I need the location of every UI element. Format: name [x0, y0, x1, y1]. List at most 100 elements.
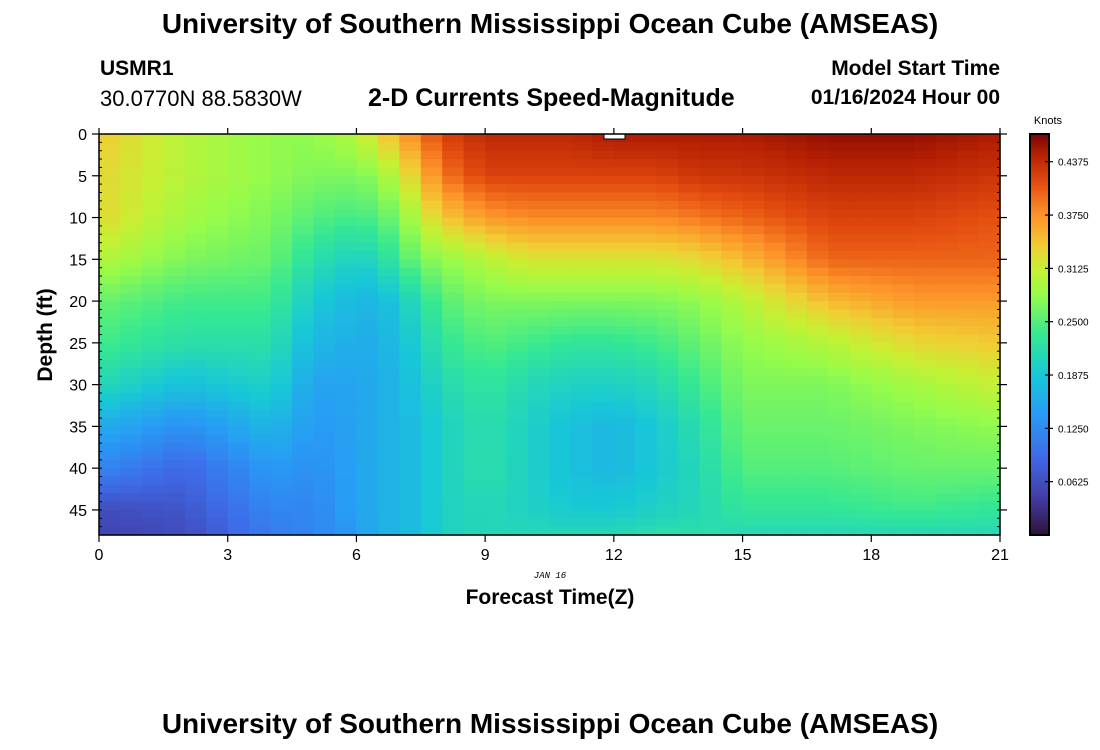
heatmap-cell — [120, 242, 143, 252]
heatmap-cell — [249, 234, 272, 244]
heatmap-cell — [678, 367, 701, 377]
heatmap-cell — [120, 317, 143, 327]
heatmap-cell — [892, 443, 915, 453]
heatmap-cell — [849, 509, 872, 519]
heatmap-cell — [914, 326, 937, 336]
heatmap-cell — [206, 134, 229, 143]
heatmap-cell — [528, 292, 551, 302]
heatmap-cell — [356, 134, 379, 143]
heatmap-cell — [806, 518, 829, 528]
heatmap-cell — [806, 284, 829, 294]
heatmap-cell — [163, 334, 186, 344]
heatmap-cell — [721, 142, 744, 152]
heatmap-cell — [656, 434, 679, 444]
heatmap-cell — [377, 392, 400, 402]
heatmap-cell — [270, 468, 293, 478]
heatmap-cell — [420, 351, 443, 361]
heatmap-cell — [249, 426, 272, 436]
heatmap-cell — [442, 217, 465, 227]
heatmap-cell — [871, 200, 894, 210]
heatmap-cell — [549, 367, 572, 377]
heatmap-cell — [764, 259, 787, 269]
heatmap-cell — [635, 150, 658, 160]
heatmap-cell — [849, 443, 872, 453]
heatmap-cell — [485, 401, 508, 411]
heatmap-cell — [227, 501, 250, 511]
heatmap-cell — [120, 351, 143, 361]
heatmap-cell — [742, 242, 765, 252]
heatmap-cell — [120, 443, 143, 453]
heatmap-cell — [184, 317, 207, 327]
heatmap-cell — [914, 184, 937, 194]
heatmap-cell — [377, 159, 400, 169]
heatmap-cell — [806, 209, 829, 219]
heatmap-cell — [570, 459, 593, 469]
heatmap-cell — [528, 234, 551, 244]
heatmap-cell — [656, 301, 679, 311]
heatmap-cell — [270, 134, 293, 143]
heatmap-cell — [592, 401, 615, 411]
heatmap-cell — [914, 192, 937, 202]
heatmap-cell — [871, 250, 894, 260]
heatmap-cell — [184, 242, 207, 252]
heatmap-cell — [206, 309, 229, 319]
heatmap-cell — [828, 426, 851, 436]
heatmap-cell — [356, 376, 379, 386]
heatmap-cell — [935, 342, 958, 352]
heatmap-cell — [635, 351, 658, 361]
heatmap-cell — [678, 418, 701, 427]
heatmap-cell — [935, 276, 958, 285]
heatmap-cell — [549, 209, 572, 219]
heatmap-cell — [613, 184, 636, 194]
heatmap-cell — [141, 443, 164, 453]
heatmap-cell — [377, 317, 400, 327]
heatmap-cell — [313, 384, 336, 394]
heatmap-cell — [163, 167, 186, 177]
heatmap-cell — [549, 159, 572, 169]
heatmap-cell — [163, 367, 186, 377]
heatmap-cell — [914, 317, 937, 327]
heatmap-cell — [227, 326, 250, 336]
heatmap-cell — [420, 426, 443, 436]
heatmap-cell — [656, 334, 679, 344]
heatmap-cell — [99, 217, 122, 227]
heatmap-cell — [227, 484, 250, 494]
heatmap-cell — [99, 209, 122, 219]
heatmap-cell — [399, 384, 422, 394]
heatmap-cell — [656, 376, 679, 386]
heatmap-cell — [420, 409, 443, 419]
colorbar-tick-label: 0.3125 — [1058, 264, 1089, 275]
heatmap-cell — [99, 501, 122, 511]
x-tick-label: 0 — [95, 547, 104, 564]
heatmap-cell — [892, 242, 915, 252]
heatmap-cell — [764, 326, 787, 336]
heatmap-cell — [764, 250, 787, 260]
heatmap-cell — [935, 292, 958, 302]
heatmap-cell — [849, 276, 872, 285]
heatmap-cell — [485, 167, 508, 177]
heatmap-cell — [721, 426, 744, 436]
heatmap-cell — [399, 509, 422, 519]
heatmap-cell — [292, 501, 315, 511]
heatmap-cell — [377, 259, 400, 269]
heatmap-cell — [184, 367, 207, 377]
heatmap-cell — [399, 518, 422, 528]
heatmap-cell — [570, 526, 593, 536]
heatmap-cell — [184, 468, 207, 478]
heatmap-cell — [249, 134, 272, 143]
heatmap-cell — [742, 526, 765, 536]
heatmap-cell — [914, 459, 937, 469]
heatmap-cell — [656, 317, 679, 327]
heatmap-cell — [249, 200, 272, 210]
heatmap-cell — [678, 351, 701, 361]
heatmap-cell — [227, 509, 250, 519]
heatmap-cell — [184, 175, 207, 185]
heatmap-cell — [292, 184, 315, 194]
heatmap-cell — [828, 359, 851, 369]
heatmap-cell — [399, 167, 422, 177]
heatmap-cell — [334, 434, 358, 444]
heatmap-cell — [313, 526, 336, 536]
heatmap-cell — [806, 493, 829, 503]
heatmap-cell — [785, 342, 808, 352]
